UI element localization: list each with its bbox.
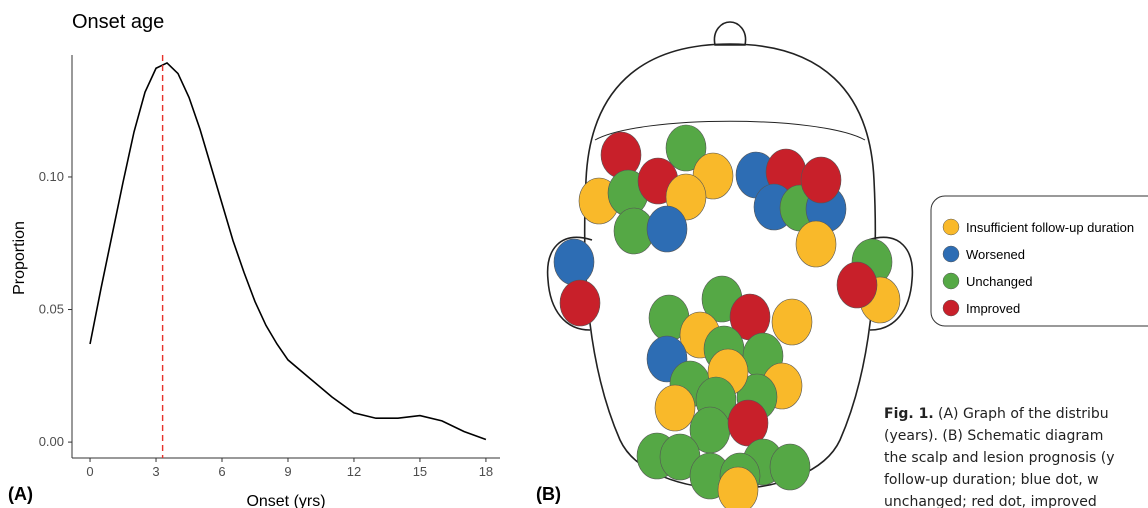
lesion-dot — [647, 206, 687, 252]
legend-label: Insufficient follow-up duration — [966, 220, 1134, 235]
x-tick-label: 12 — [347, 464, 361, 479]
lesion-dot — [770, 444, 810, 490]
y-tick-label: 0.05 — [39, 302, 64, 317]
x-tick-label: 9 — [284, 464, 291, 479]
x-tick-label: 15 — [413, 464, 427, 479]
lesion-dots — [554, 125, 900, 508]
panel-label: (A) — [8, 484, 33, 504]
legend-label: Worsened — [966, 247, 1025, 262]
x-axis-label: Onset (yrs) — [246, 493, 325, 508]
caption-line: follow-up duration; blue dot, w — [884, 472, 1099, 488]
panel-label: (B) — [536, 484, 561, 504]
caption-label: Fig. 1. — [884, 406, 934, 422]
density-line — [90, 63, 486, 439]
figure: Onset age Proportion Onset (yrs) (A) (B)… — [0, 0, 1148, 508]
legend-marker — [943, 219, 959, 235]
chart-title: Onset age — [72, 11, 164, 33]
lesion-dot — [837, 262, 877, 308]
lesion-dot — [801, 157, 841, 203]
y-tick-label: 0.10 — [39, 169, 64, 184]
caption-line: (years). (B) Schematic diagram — [884, 428, 1103, 444]
lesion-dot — [772, 299, 812, 345]
lesion-dot — [655, 385, 695, 431]
caption-line: (A) Graph of the distribu — [938, 406, 1109, 422]
page: {"chart_data":{"type":"line","title":"On… — [0, 0, 1148, 508]
legend-marker — [943, 246, 959, 262]
legend-marker — [943, 300, 959, 316]
legend-box — [931, 196, 1148, 326]
lesion-dot — [554, 239, 594, 285]
x-tick-label: 6 — [218, 464, 225, 479]
x-tick-label: 18 — [479, 464, 493, 479]
caption-line: unchanged; red dot, improved — [884, 494, 1097, 508]
x-tick-label: 3 — [152, 464, 159, 479]
legend-label: Unchanged — [966, 274, 1033, 289]
y-axis-label: Proportion — [11, 221, 28, 295]
legend-label: Improved — [966, 301, 1020, 316]
y-tick-label: 0.00 — [39, 434, 64, 449]
lesion-dot — [560, 280, 600, 326]
lesion-dot — [718, 467, 758, 508]
x-tick-label: 0 — [86, 464, 93, 479]
caption-line: the scalp and lesion prognosis (y — [884, 450, 1115, 466]
lesion-dot — [796, 221, 836, 267]
legend-marker — [943, 273, 959, 289]
